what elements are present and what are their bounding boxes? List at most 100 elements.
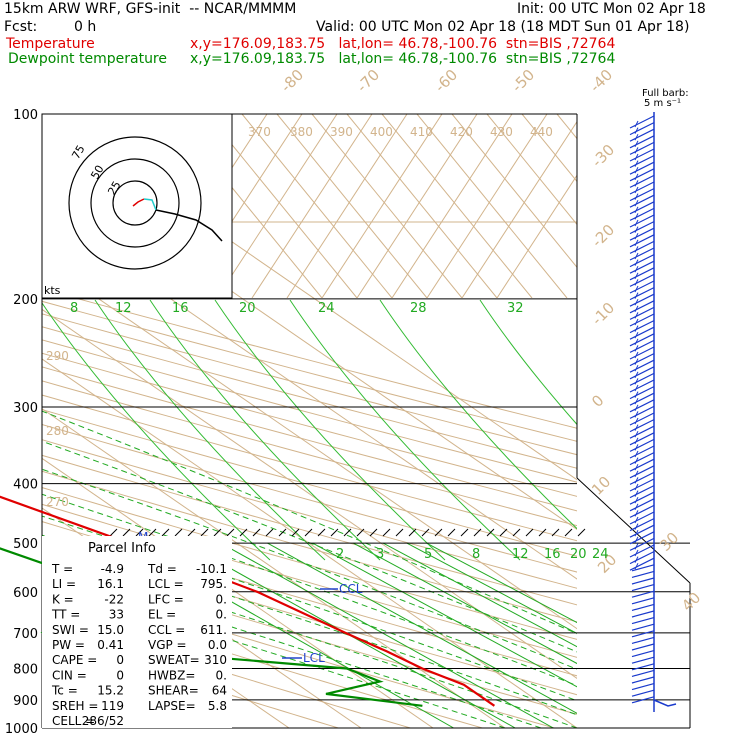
parcel-box-bg: [42, 536, 232, 728]
wind-barb: [631, 577, 655, 585]
dry-adiabat-line: [42, 594, 483, 728]
fcst-value: 0 h: [74, 19, 97, 35]
parcel-value-left: 119: [101, 699, 124, 713]
parcel-value-left: 16.1: [97, 577, 124, 591]
wind-barb-flag: [634, 252, 639, 260]
wind-barb: [631, 623, 655, 631]
wind-barb-flag: [634, 503, 639, 511]
parcel-value-right: 611.: [200, 623, 227, 637]
wind-barb: [631, 696, 655, 704]
mixing-ratio-label: 12: [115, 301, 132, 316]
upper-green-curve: [214, 299, 446, 561]
wind-barb-flag: [634, 226, 639, 233]
wind-barb: [631, 636, 655, 644]
wind-barb: [629, 531, 655, 545]
freezing-hatch: [122, 528, 131, 537]
isotherm-line: [0, 114, 1, 728]
wind-barb: [629, 161, 655, 175]
theta-label: 270: [46, 495, 69, 509]
wind-barb-flag: [634, 417, 639, 425]
upper-grid-area: [232, 114, 577, 298]
wind-barb: [629, 419, 655, 433]
upper-grid-line: [232, 143, 358, 298]
wind-barb: [629, 273, 655, 287]
wind-barb: [629, 452, 655, 466]
parcel-label-left: LI =: [52, 577, 76, 591]
isotherm-line: [42, 457, 434, 728]
freezing-hatch: [187, 528, 196, 537]
wind-barb-flag: [634, 358, 639, 365]
wind-barb-flag: [634, 239, 639, 247]
upper-grid-line: [241, 114, 393, 298]
upper-grid-line: [391, 114, 513, 298]
wind-barb-flag: [634, 516, 639, 524]
isotherm-line: [42, 308, 577, 679]
wind-barb-flag: [634, 450, 639, 458]
wind-barb: [629, 260, 655, 274]
freezing-hatch: [382, 528, 391, 537]
wind-barb-flag: [634, 219, 639, 227]
dewpoint-legend: Dewpoint temperature: [8, 51, 167, 67]
parcel-label-left: TT =: [51, 608, 80, 622]
wind-barb: [629, 293, 655, 307]
parcel-value-left: -22: [104, 592, 124, 606]
mixing-ratio-label: 32: [507, 301, 524, 316]
theta-label: 420: [450, 125, 473, 139]
mixing-ratio-label: 8: [70, 301, 78, 316]
freezing-hatch: [200, 528, 209, 537]
wind-barb: [629, 280, 655, 294]
wind-barb: [629, 524, 655, 538]
theta-label: 440: [530, 125, 553, 139]
upper-green-curve: [42, 302, 271, 561]
wind-barb-flag: [634, 529, 639, 537]
mixing-ratio-label: 5: [424, 547, 432, 562]
wind-barb: [629, 392, 655, 406]
wind-barb: [629, 458, 655, 472]
freezing-hatch: [421, 528, 430, 537]
pressure-label: 300: [13, 401, 38, 416]
isotherm-label: -50: [508, 66, 538, 96]
freezing-hatch: [512, 528, 521, 537]
wind-barb: [629, 445, 655, 459]
parcel-value-left: 15.2: [97, 684, 124, 698]
wind-barb-flag: [634, 523, 639, 530]
upper-green-curve: [94, 299, 326, 561]
mixing-ratio-line: [353, 542, 577, 665]
wind-barb: [629, 287, 655, 301]
wind-barb: [631, 683, 655, 691]
freezing-hatch: [252, 528, 261, 537]
hodograph-ring-label: 75: [69, 143, 87, 162]
wind-barb: [629, 141, 655, 155]
freezing-hatch: [265, 528, 274, 537]
parcel-label-left: PW =: [52, 638, 85, 652]
upper-grid-line: [232, 114, 338, 276]
wind-barb: [629, 511, 655, 525]
model-title: 15km ARW WRF, GFS-init -- NCAR/MMMM: [4, 1, 297, 17]
wind-barb-flag: [634, 543, 639, 550]
wind-barb-flag: [634, 193, 639, 200]
wind-barb: [629, 491, 655, 505]
wind-barb-flag: [634, 272, 639, 280]
wind-barb: [629, 227, 655, 241]
wind-barb: [629, 346, 655, 360]
freezing-hatch: [460, 528, 469, 537]
upper-grid-line: [381, 114, 533, 298]
wind-barb-flag: [634, 384, 639, 392]
wind-barb-flag: [634, 147, 639, 154]
parcel-label-left: T =: [51, 562, 73, 576]
mixing-ratio-label: 16: [172, 301, 189, 316]
dry-adiabat-line: [42, 470, 577, 623]
freezing-hatch: [291, 528, 300, 537]
wind-barb: [629, 353, 655, 367]
theta-label: 400: [370, 125, 393, 139]
freezing-hatch: [317, 528, 326, 537]
hodograph-trace-mid: [143, 198, 157, 211]
wind-barb-flag: [634, 166, 639, 174]
freezing-hatch: [109, 528, 118, 537]
freezing-hatch: [538, 528, 547, 537]
isotherm-line: [42, 408, 506, 728]
upper-green-curve: [289, 299, 521, 561]
freezing-hatch: [408, 528, 417, 537]
wind-barb: [631, 564, 655, 572]
